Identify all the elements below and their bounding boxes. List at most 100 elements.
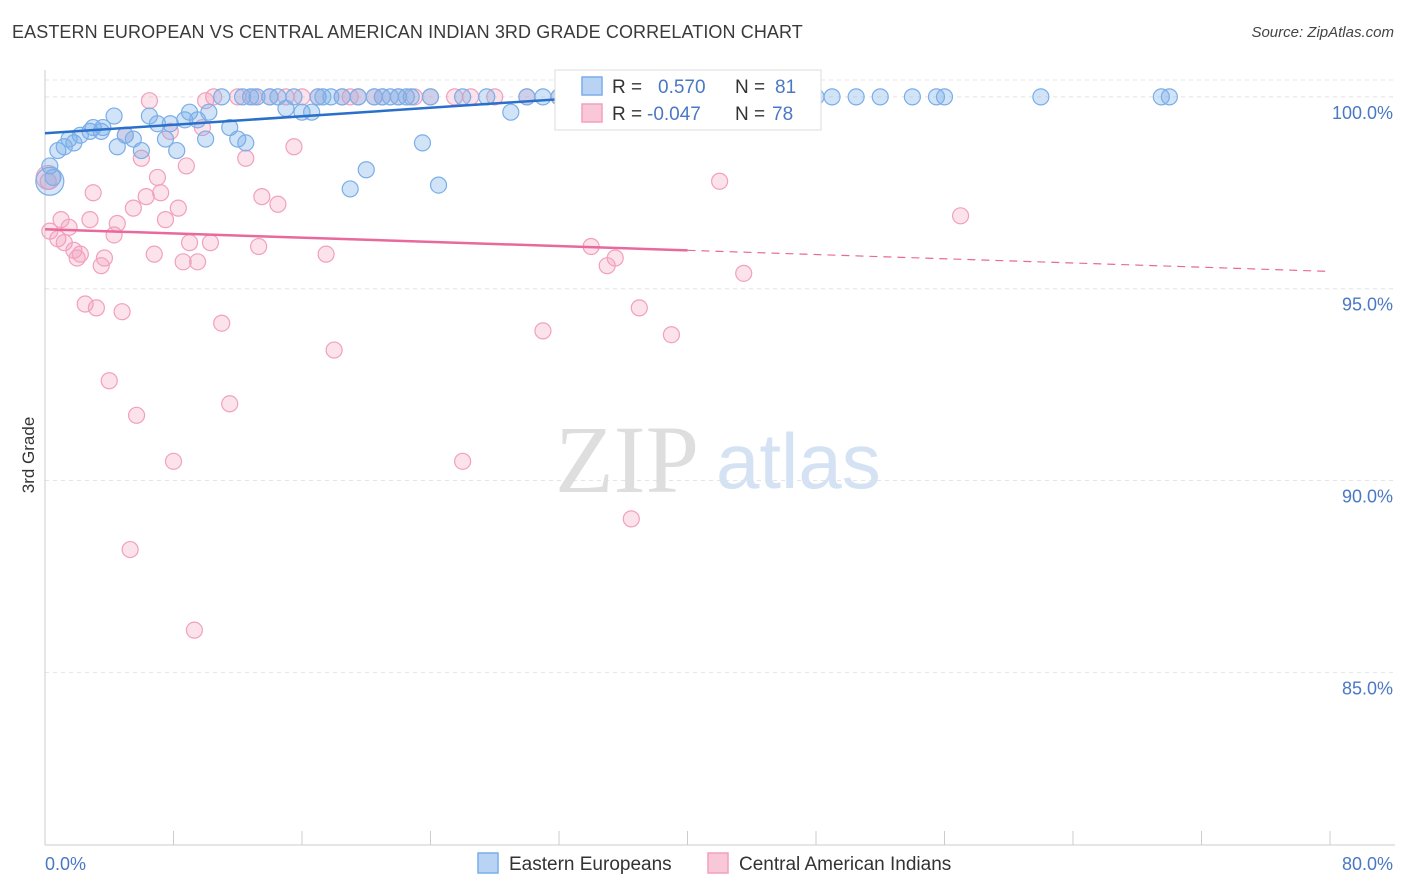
point-central-american-indians xyxy=(250,237,268,256)
point-eastern-europeans xyxy=(229,130,247,148)
point-eastern-europeans xyxy=(847,88,865,106)
point-central-american-indians xyxy=(622,510,640,528)
point-eastern-europeans xyxy=(105,107,123,125)
point-eastern-europeans xyxy=(397,88,416,106)
point-central-american-indians xyxy=(145,245,163,263)
x-tick-label: 80.0% xyxy=(1342,854,1393,874)
point-central-american-indians xyxy=(121,540,139,559)
trend-line-central-american-indians-extension xyxy=(687,249,1331,273)
point-eastern-europeans xyxy=(1160,88,1178,106)
point-central-american-indians xyxy=(630,299,648,317)
point-eastern-europeans xyxy=(132,141,150,160)
point-central-american-indians xyxy=(185,621,203,639)
point-eastern-europeans xyxy=(402,88,420,106)
point-central-american-indians xyxy=(60,218,78,236)
point-central-american-indians xyxy=(317,245,335,263)
point-eastern-europeans-large xyxy=(35,166,65,196)
watermark-atlas: atlas xyxy=(716,417,881,505)
trend-line-eastern-europeans xyxy=(44,93,624,135)
point-central-american-indians xyxy=(140,92,159,110)
point-eastern-europeans xyxy=(200,103,218,121)
point-central-american-indians xyxy=(81,211,99,229)
point-eastern-europeans xyxy=(935,88,954,106)
point-central-american-indians xyxy=(201,234,220,252)
point-central-american-indians xyxy=(606,249,624,267)
watermark: ZIP atlas xyxy=(555,406,881,513)
point-central-american-indians xyxy=(84,184,102,202)
point-central-american-indians xyxy=(113,303,131,321)
trend-lines xyxy=(44,93,1331,273)
x-tick-label: 0.0% xyxy=(45,854,86,874)
bottom-legend-swatch-pink xyxy=(707,852,729,874)
bottom-legend-label-eastern-europeans: Eastern Europeans xyxy=(509,854,672,875)
legend-r-value-1: 0.570 xyxy=(658,77,706,98)
point-eastern-europeans xyxy=(168,141,186,160)
point-central-american-indians xyxy=(237,149,255,167)
point-central-american-indians xyxy=(87,299,106,317)
point-central-american-indians xyxy=(180,234,199,252)
y-axis-label: 3rd Grade xyxy=(19,417,38,494)
y-tick-label: 100.0% xyxy=(1332,103,1393,123)
point-central-american-indians xyxy=(951,207,970,225)
legend-r-label-2: R = xyxy=(612,104,642,125)
point-eastern-europeans xyxy=(44,168,62,187)
point-central-american-indians xyxy=(269,195,287,213)
point-eastern-europeans xyxy=(237,134,255,152)
point-central-american-indians xyxy=(137,188,155,206)
y-tick-label: 90.0% xyxy=(1342,487,1393,507)
point-central-american-indians xyxy=(156,211,175,229)
legend-n-value-1: 81 xyxy=(775,77,796,98)
point-central-american-indians xyxy=(124,199,142,217)
point-central-american-indians xyxy=(711,172,729,190)
point-eastern-europeans xyxy=(502,103,520,121)
point-eastern-europeans xyxy=(303,103,321,121)
point-eastern-europeans xyxy=(357,161,375,179)
legend-box: R = 0.570 N = 81 R = -0.047 N = 78 xyxy=(554,69,822,131)
point-central-american-indians xyxy=(76,295,94,313)
point-eastern-europeans xyxy=(421,88,440,106)
legend-n-label-1: N = xyxy=(735,77,765,98)
point-eastern-europeans xyxy=(213,88,231,106)
point-central-american-indians xyxy=(169,199,187,217)
point-central-american-indians xyxy=(71,245,89,263)
point-eastern-europeans xyxy=(248,88,266,106)
axes xyxy=(44,70,1395,846)
bottom-legend-label-central-american-indians: Central American Indians xyxy=(739,854,951,875)
point-eastern-europeans xyxy=(534,88,552,106)
point-central-american-indians xyxy=(100,372,118,390)
point-eastern-europeans xyxy=(1032,88,1050,106)
point-central-american-indians xyxy=(108,214,126,233)
point-central-american-indians xyxy=(662,326,681,344)
point-central-american-indians xyxy=(152,184,170,202)
legend-r-value-2: -0.047 xyxy=(647,104,701,125)
watermark-zip: ZIP xyxy=(555,406,699,513)
point-central-american-indians xyxy=(127,406,146,424)
point-central-american-indians xyxy=(454,452,472,470)
legend-swatch-blue xyxy=(581,76,603,96)
point-eastern-europeans xyxy=(309,88,327,106)
legend-swatch-pink xyxy=(581,103,603,123)
point-central-american-indians xyxy=(213,314,231,332)
point-eastern-europeans xyxy=(197,130,215,148)
legend-n-value-2: 78 xyxy=(772,104,793,125)
bottom-legend-swatch-blue xyxy=(477,852,499,874)
series-central-american-indians-points xyxy=(35,88,970,639)
point-central-american-indians xyxy=(188,253,207,271)
chart-title: EASTERN EUROPEAN VS CENTRAL AMERICAN IND… xyxy=(12,22,803,42)
point-eastern-europeans xyxy=(242,88,260,106)
point-central-american-indians xyxy=(735,264,753,282)
grid-lines xyxy=(45,79,1395,673)
point-central-american-indians xyxy=(325,341,343,359)
legend-r-label-1: R = xyxy=(612,77,642,98)
source-label: Source: ZipAtlas.com xyxy=(1251,24,1394,41)
point-eastern-europeans xyxy=(156,130,175,148)
point-eastern-europeans xyxy=(454,88,472,106)
point-central-american-indians xyxy=(221,395,239,413)
point-eastern-europeans xyxy=(413,134,432,152)
point-eastern-europeans xyxy=(429,176,448,194)
point-central-american-indians xyxy=(174,253,192,271)
point-central-american-indians xyxy=(177,157,195,175)
point-central-american-indians xyxy=(285,138,303,156)
legend-n-label-2: N = xyxy=(735,104,765,125)
